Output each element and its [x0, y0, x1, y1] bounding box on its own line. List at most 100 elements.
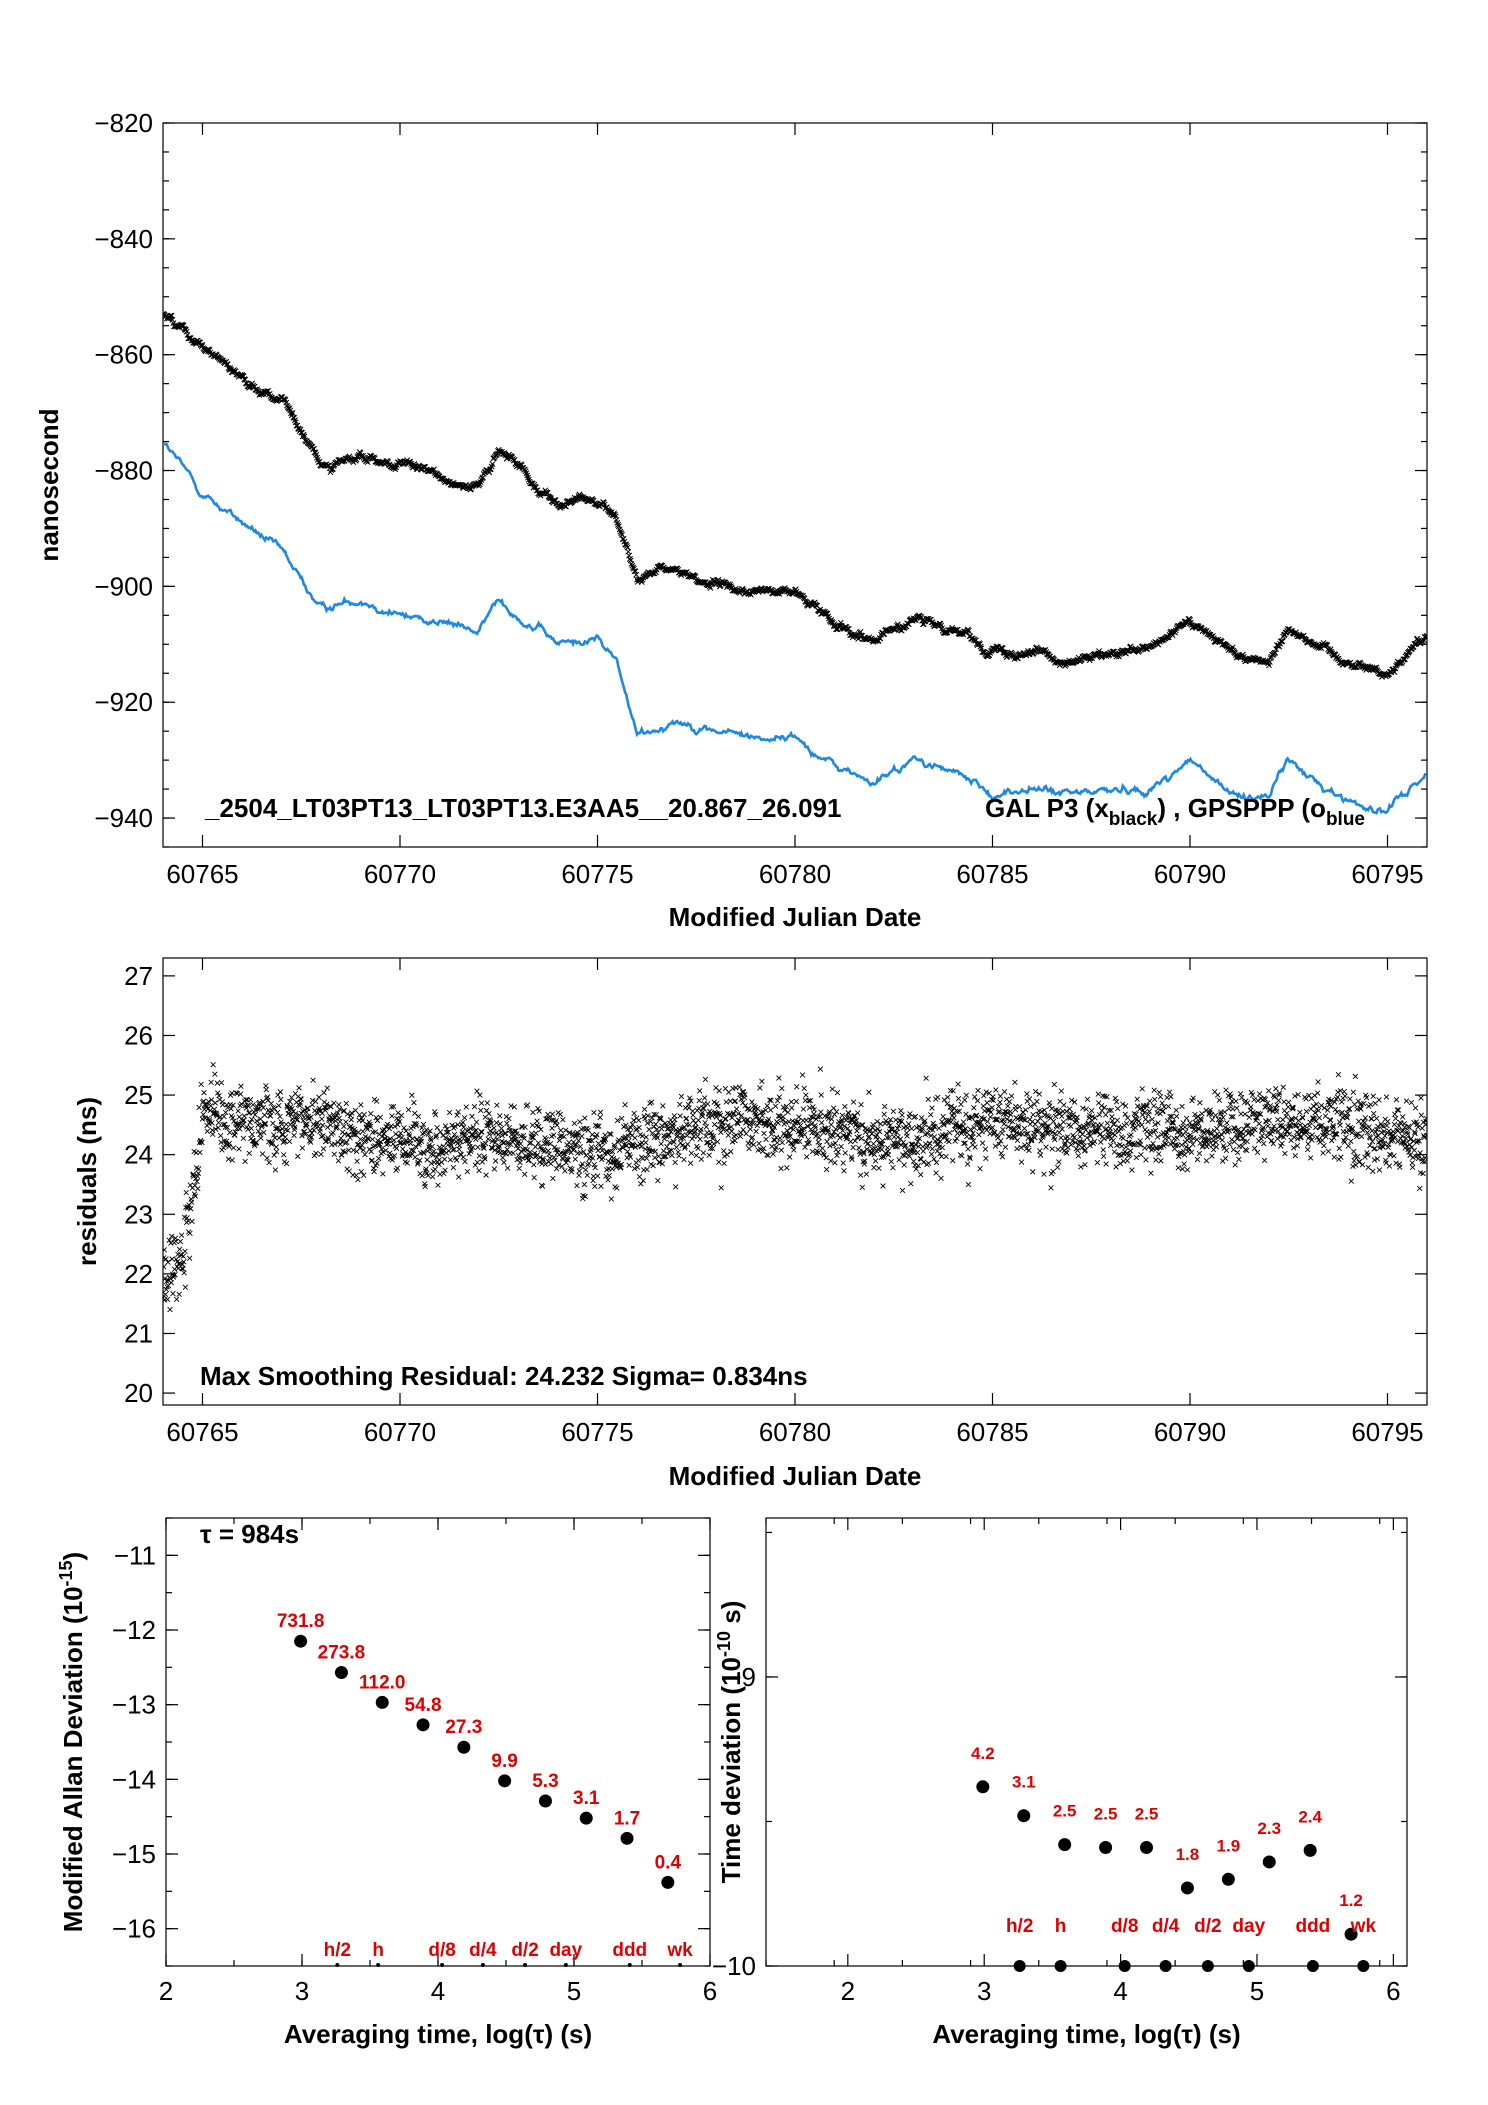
- data-point: [1168, 1094, 1174, 1100]
- data-point: [229, 1115, 236, 1121]
- data-point: [283, 1160, 290, 1167]
- data-point: [862, 1129, 869, 1135]
- data-point: [582, 1115, 588, 1121]
- data-point: [485, 1122, 492, 1129]
- data-point: [620, 1145, 626, 1151]
- data-point: [1393, 1097, 1400, 1103]
- data-point: [1271, 1123, 1277, 1129]
- data-point: [649, 1130, 656, 1137]
- data-point: [1117, 1160, 1123, 1167]
- data-point: [484, 1100, 491, 1106]
- y-label-exponent: -15: [56, 1560, 76, 1586]
- data-point: [1395, 1107, 1402, 1113]
- data-point: [565, 1157, 571, 1163]
- data-point: [393, 1145, 400, 1152]
- data-point: [658, 1141, 664, 1147]
- x-tick-label: 60790: [1154, 859, 1226, 889]
- data-point: [272, 1167, 279, 1173]
- data-point: [597, 1114, 603, 1121]
- data-point: [839, 1112, 846, 1119]
- data-point: [390, 1103, 397, 1110]
- data-point: [725, 1132, 732, 1138]
- data-point: [240, 1135, 247, 1142]
- point-label: 9.9: [491, 1751, 517, 1772]
- data-point: [214, 1113, 220, 1119]
- data-point: [915, 1143, 922, 1150]
- data-point: [1367, 1135, 1374, 1141]
- data-point: [346, 1147, 352, 1153]
- data-point: [188, 1206, 194, 1212]
- data-point: [756, 1140, 762, 1147]
- data-point: [1064, 1150, 1070, 1156]
- data-point: [357, 1136, 364, 1143]
- data-point: [441, 1156, 448, 1162]
- data-point: [1391, 1153, 1397, 1159]
- data-point: [387, 1150, 393, 1156]
- data-point: [468, 1148, 474, 1155]
- data-point: [457, 1740, 471, 1754]
- data-point: [1295, 1091, 1301, 1098]
- data-point: [1236, 1156, 1242, 1163]
- y-tick-label: 23: [124, 1199, 153, 1229]
- data-point: [358, 1102, 364, 1108]
- data-point: [870, 1141, 877, 1147]
- data-point: [409, 1135, 416, 1142]
- data-point: [779, 1139, 785, 1146]
- data-point: [345, 1131, 352, 1138]
- data-point: [313, 1150, 319, 1157]
- data-point: [1048, 1185, 1054, 1191]
- data-point: [1402, 1141, 1409, 1147]
- data-point: [679, 1125, 685, 1132]
- data-point: [981, 1092, 987, 1099]
- data-point: [918, 1171, 924, 1178]
- data-point: [971, 1094, 978, 1100]
- data-point: [1369, 1138, 1376, 1145]
- data-point: [379, 1133, 385, 1140]
- data-point: [1207, 1107, 1213, 1113]
- data-point: [703, 1124, 710, 1130]
- data-point: [1192, 1111, 1198, 1118]
- data-point: [780, 1114, 786, 1120]
- data-point: [770, 1151, 776, 1157]
- data-point: [987, 1114, 994, 1120]
- data-point: [1270, 1140, 1277, 1147]
- data-point: [689, 1136, 695, 1142]
- data-point: [511, 1104, 518, 1110]
- data-point: [536, 1123, 542, 1130]
- data-point: [920, 1159, 927, 1165]
- data-point: [195, 1185, 201, 1192]
- data-point: [1058, 1088, 1065, 1094]
- data-point: [878, 1141, 884, 1147]
- data-point: [1267, 1102, 1274, 1109]
- data-point: [747, 1126, 754, 1132]
- data-point: [728, 1128, 735, 1134]
- data-point: [1213, 1144, 1220, 1150]
- data-point: [1324, 1129, 1330, 1136]
- data-point: [553, 1117, 559, 1124]
- data-point: [982, 1146, 989, 1152]
- data-point: [212, 1100, 218, 1106]
- data-point: [273, 1148, 280, 1155]
- data-point: [879, 1137, 886, 1144]
- data-point: [335, 1158, 342, 1164]
- data-point: [1178, 1150, 1184, 1156]
- data-point: [276, 1127, 283, 1134]
- data-point: [645, 1151, 651, 1158]
- x-tick-label: 6: [1386, 1976, 1400, 2006]
- interval-marker-label: ddd: [612, 1940, 647, 1961]
- data-point: [935, 1094, 941, 1101]
- data-point: [913, 1166, 919, 1172]
- data-point: [575, 1132, 581, 1138]
- plot-frame: [765, 1517, 1408, 1967]
- data-point: [395, 1122, 401, 1128]
- interval-marker-dot: [480, 1963, 485, 1967]
- data-point: [1120, 1135, 1126, 1141]
- data-point: [932, 1123, 938, 1130]
- data-point: [813, 1116, 819, 1122]
- tdev-panel: 2 3 4 5 6−10−94.23.12.5 2.5 2.51.8 1.92.32.41.2…: [712, 1517, 1408, 2049]
- data-point: [1269, 1126, 1276, 1132]
- data-point: [227, 1129, 233, 1136]
- data-point: [550, 1132, 557, 1138]
- data-point: [682, 1145, 688, 1151]
- data-point: [1350, 1163, 1356, 1170]
